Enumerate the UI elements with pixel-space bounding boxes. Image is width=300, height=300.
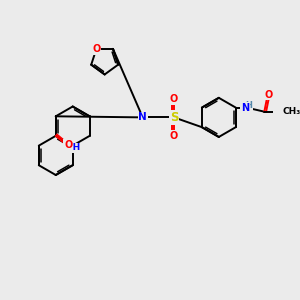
Text: N: N [241,103,249,112]
Text: O: O [170,94,178,104]
Text: NH: NH [65,143,80,152]
Text: S: S [170,111,178,124]
Text: O: O [264,90,272,100]
Text: H: H [245,101,252,110]
Text: O: O [64,140,73,150]
Text: CH₃: CH₃ [283,107,300,116]
Text: O: O [170,130,178,141]
Text: N: N [138,112,147,122]
Text: O: O [92,44,100,54]
